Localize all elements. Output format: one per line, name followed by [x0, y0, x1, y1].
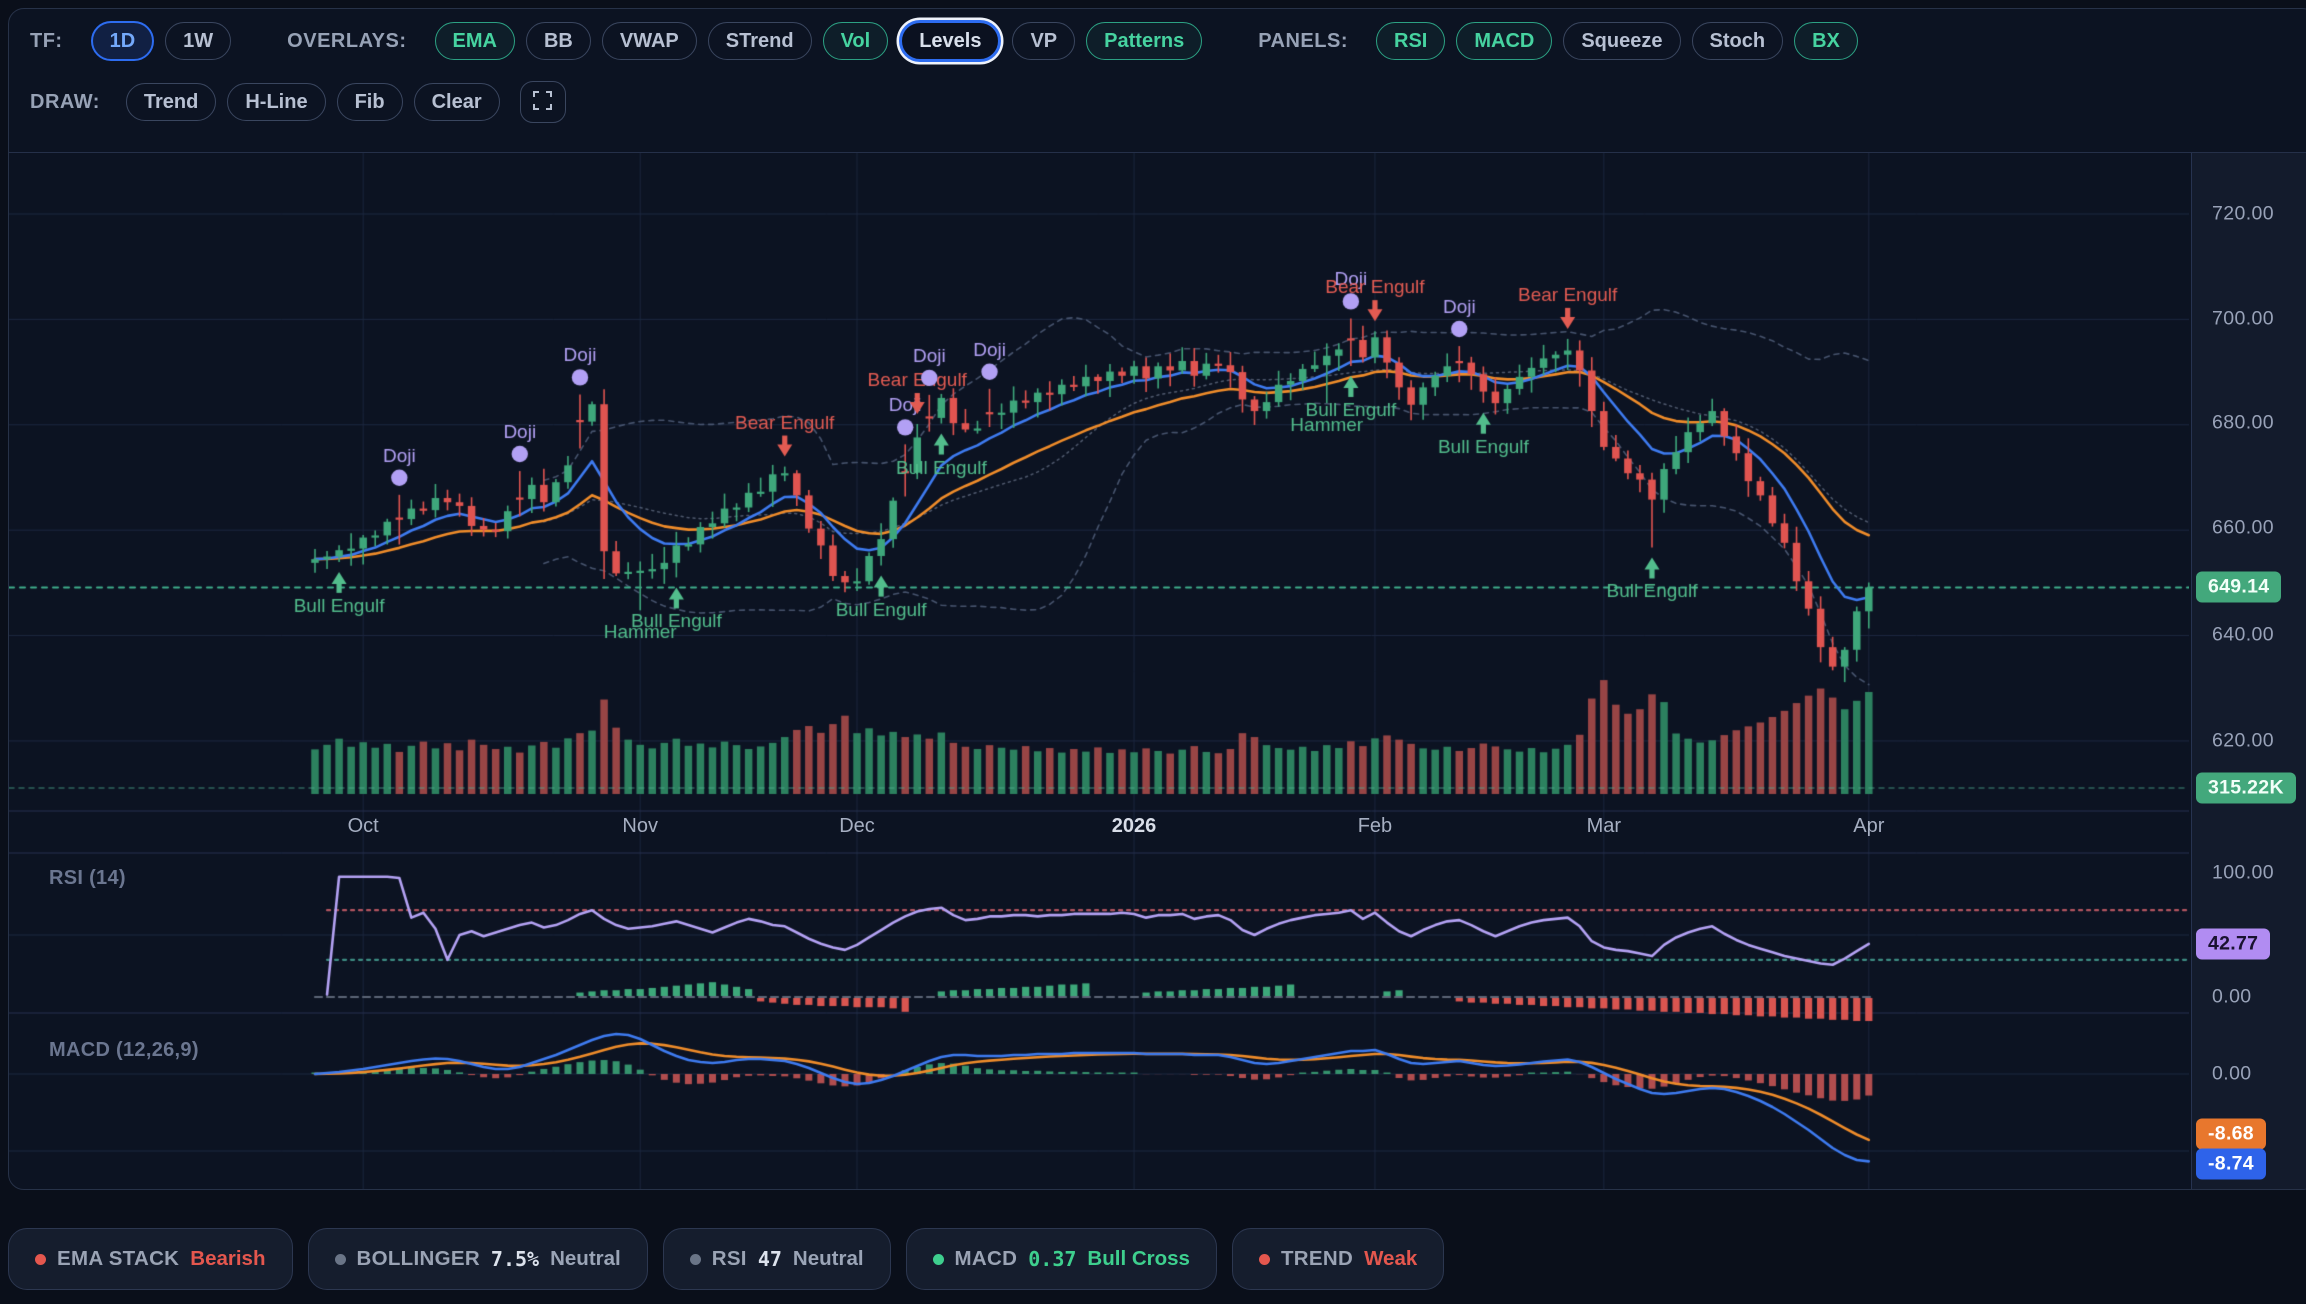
fullscreen-button[interactable]	[519, 81, 566, 123]
price-tick-720.00: 720.00	[2212, 202, 2275, 225]
status-pill-ema-stack: EMA STACK Bearish	[8, 1228, 293, 1290]
price-axis-pane[interactable]: 720.00 700.00 680.00 660.00 640.00 620.00 100.…	[2191, 153, 2306, 1189]
overlay-button-patterns[interactable]: Patterns	[1086, 22, 1203, 60]
status-metric: 0.37	[1028, 1247, 1077, 1271]
panel-button-stoch[interactable]: Stoch	[1691, 22, 1784, 60]
overlay-button-ema[interactable]: EMA	[434, 22, 515, 60]
toolbar-row-1: TF: 1D 1W OVERLAYS: EMA BB VWAP STrend Vol Lev…	[9, 9, 2306, 62]
draw-button-fib[interactable]: Fib	[336, 83, 403, 121]
draw-button-clear[interactable]: Clear	[413, 83, 500, 121]
panel-button-squeeze[interactable]: Squeeze	[1563, 22, 1681, 60]
status-label: TREND	[1280, 1247, 1354, 1270]
draw-button-group: Trend H-Line Fib Clear	[125, 83, 500, 121]
status-dot	[932, 1253, 944, 1265]
rsi-tick-100.00: 100.00	[2212, 861, 2275, 884]
chart-card: TF: 1D 1W OVERLAYS: EMA BB VWAP STrend Vol Lev…	[8, 8, 2306, 1190]
status-label: RSI	[711, 1247, 747, 1270]
macd-value-badge: -8.74	[2196, 1148, 2266, 1180]
overlay-button-bb[interactable]: BB	[525, 22, 591, 60]
tf-button-group: 1D 1W	[90, 21, 232, 61]
x-axis-label-oct: Oct	[347, 815, 379, 837]
status-value: Neutral	[550, 1247, 621, 1270]
fullscreen-icon	[533, 91, 553, 113]
status-label: MACD	[954, 1247, 1018, 1270]
status-value: Neutral	[792, 1247, 864, 1270]
draw-button-trend[interactable]: Trend	[125, 83, 217, 121]
macd-panel-title: MACD (12,26,9)	[49, 1039, 199, 1061]
rsi-tick-0.00: 0.00	[2212, 985, 2252, 1008]
x-axis-label-nov: Nov	[622, 815, 658, 837]
price-tick-640.00: 640.00	[2212, 623, 2275, 646]
price-tick-660.00: 660.00	[2212, 516, 2275, 539]
status-dot	[1258, 1253, 1270, 1265]
panel-button-macd[interactable]: MACD	[1456, 22, 1553, 60]
panel-button-group: RSI MACD Squeeze Stoch BX	[1376, 22, 1858, 60]
panel-button-bx[interactable]: BX	[1794, 22, 1858, 60]
status-dot	[689, 1253, 701, 1265]
status-pill-rsi: RSI 47 Neutral	[662, 1228, 891, 1290]
x-axis-label-mar: Mar	[1586, 815, 1622, 837]
chart-area: RSI (14) MACD (12,26,9) Oct Nov Dec 2026 Feb…	[9, 152, 2306, 1189]
tf-button-1d[interactable]: 1D	[90, 21, 155, 61]
overlay-button-levels[interactable]: Levels	[899, 20, 1002, 62]
status-value: Weak	[1364, 1247, 1418, 1270]
last-volume-badge: 315.22K	[2196, 772, 2296, 804]
status-label: BOLLINGER	[356, 1247, 480, 1270]
overlay-button-group: EMA BB VWAP STrend Vol Levels VP Patterns	[434, 20, 1203, 62]
panels-label: PANELS:	[1258, 29, 1348, 52]
status-bar: EMA STACK Bearish BOLLINGER 7.5% Neutral RSI 4…	[8, 1228, 1445, 1290]
macd-tick-0.00: 0.00	[2212, 1062, 2252, 1085]
overlay-button-vp[interactable]: VP	[1012, 22, 1076, 60]
price-tick-700.00: 700.00	[2212, 307, 2275, 330]
draw-button-h-line[interactable]: H-Line	[227, 83, 326, 121]
status-value: Bearish	[190, 1247, 266, 1270]
x-axis-label-apr: Apr	[1853, 815, 1885, 837]
status-value: Bull Cross	[1087, 1247, 1190, 1270]
x-axis-label-feb: Feb	[1357, 815, 1393, 837]
tf-label: TF:	[30, 29, 63, 52]
panel-button-rsi[interactable]: RSI	[1376, 22, 1446, 60]
status-dot	[35, 1253, 46, 1265]
status-pill-macd: MACD 0.37 Bull Cross	[905, 1228, 1217, 1290]
rsi-value-badge: 42.77	[2196, 928, 2271, 960]
overlay-button-strend[interactable]: STrend	[707, 22, 812, 60]
status-dot	[334, 1253, 346, 1265]
toolbar-row-2: DRAW: Trend H-Line Fib Clear	[9, 62, 2306, 123]
x-axis-label-dec: Dec	[839, 815, 875, 837]
draw-label: DRAW:	[30, 90, 100, 113]
overlay-button-vol[interactable]: Vol	[822, 22, 889, 60]
x-axis-label-2026: 2026	[1111, 815, 1157, 837]
overlays-label: OVERLAYS:	[287, 29, 407, 52]
status-label: EMA STACK	[57, 1247, 180, 1270]
price-tick-680.00: 680.00	[2212, 411, 2275, 434]
status-pill-trend: TREND Weak	[1231, 1228, 1445, 1290]
tf-button-1w[interactable]: 1W	[165, 22, 232, 60]
overlay-button-vwap[interactable]: VWAP	[601, 22, 697, 60]
price-tick-620.00: 620.00	[2212, 729, 2275, 752]
status-metric: 7.5%	[490, 1247, 540, 1271]
last-price-badge: 649.14	[2196, 571, 2282, 603]
status-metric: 47	[757, 1247, 782, 1271]
status-pill-bollinger: BOLLINGER 7.5% Neutral	[307, 1228, 648, 1290]
macd-signal-badge: -8.68	[2196, 1118, 2266, 1150]
price-chart-canvas[interactable]	[9, 153, 2189, 1189]
rsi-panel-title: RSI (14)	[49, 867, 126, 889]
